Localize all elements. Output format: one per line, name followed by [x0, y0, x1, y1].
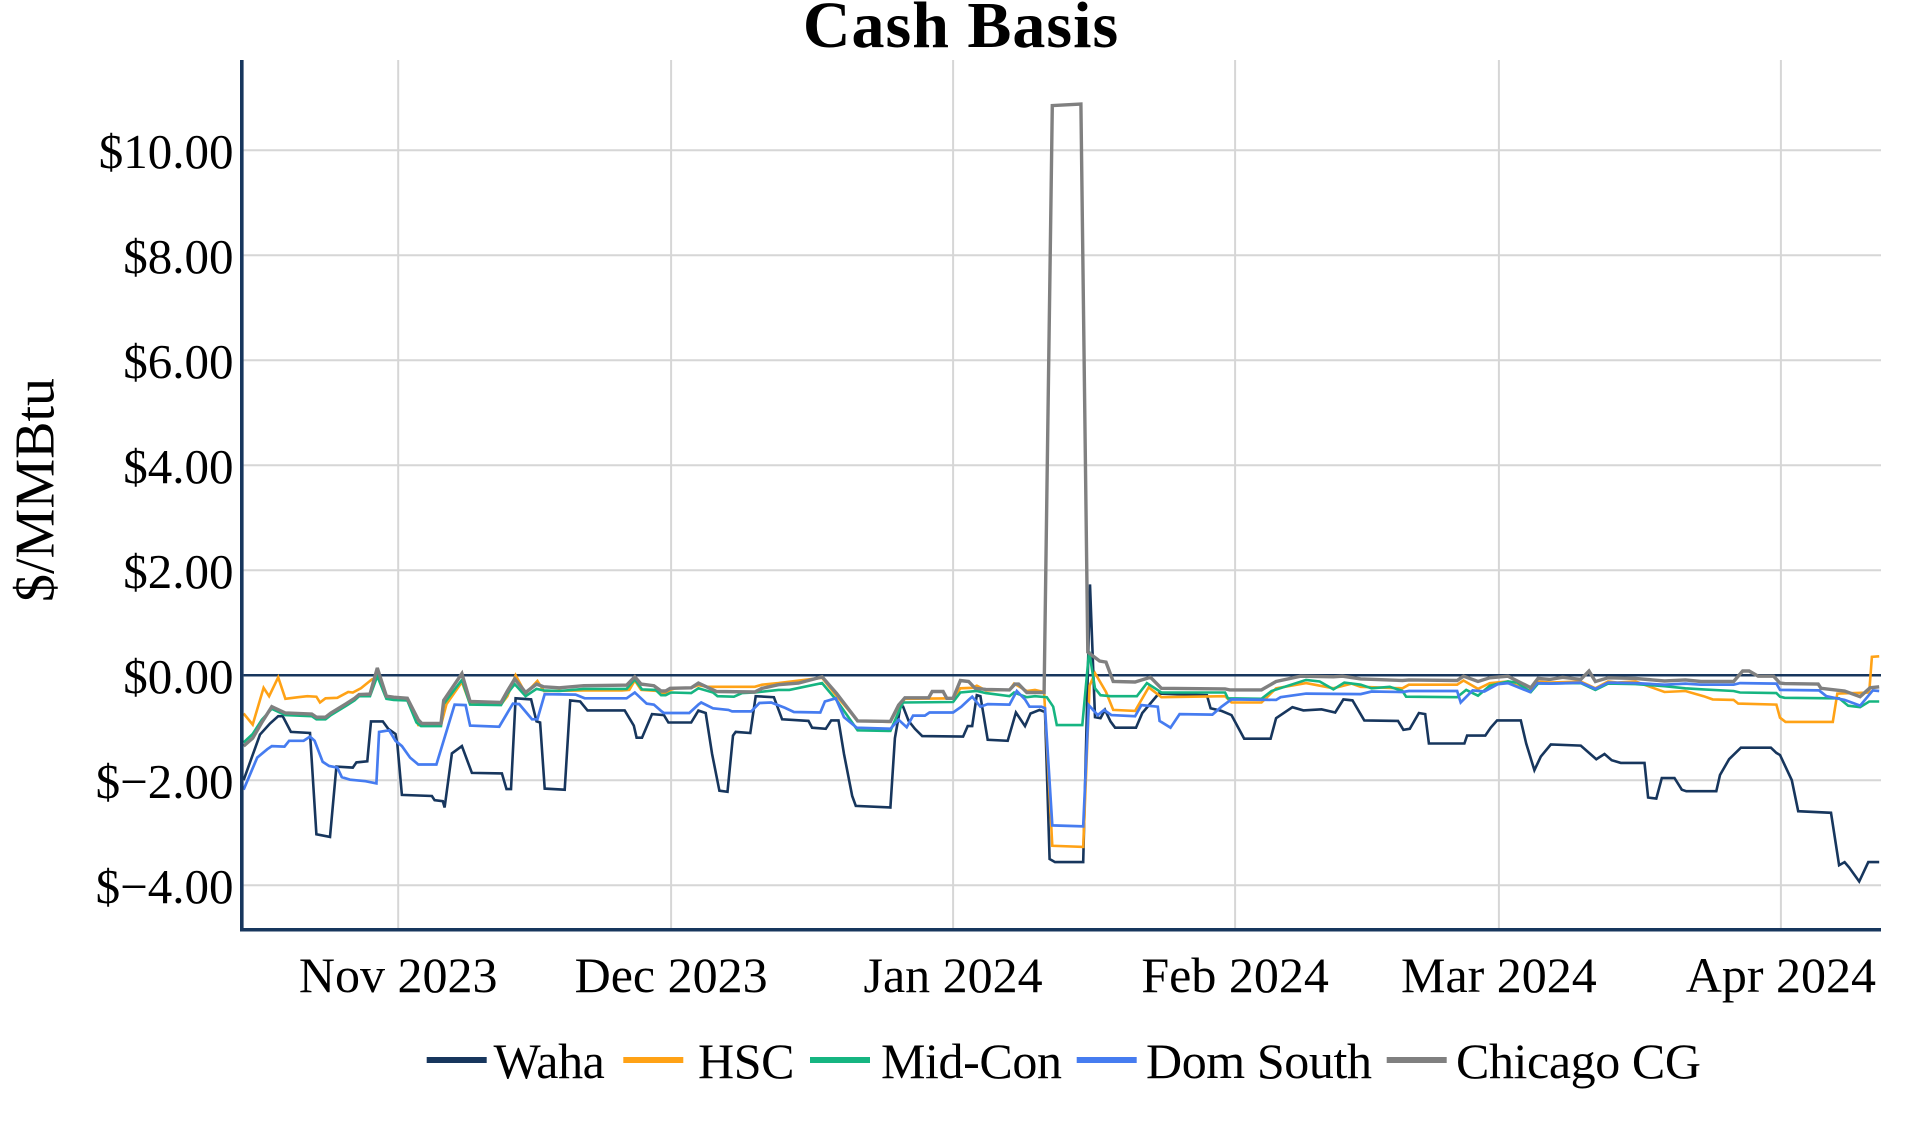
- svg-text:$2.00: $2.00: [123, 544, 233, 599]
- svg-text:$/MMBtu: $/MMBtu: [5, 378, 67, 602]
- svg-text:$8.00: $8.00: [123, 229, 233, 284]
- svg-text:$4.00: $4.00: [123, 439, 233, 494]
- svg-text:Waha: Waha: [494, 1033, 605, 1089]
- svg-text:Jan 2024: Jan 2024: [864, 947, 1043, 1003]
- svg-text:$0.00: $0.00: [123, 649, 233, 704]
- svg-text:Nov 2023: Nov 2023: [299, 947, 498, 1003]
- svg-text:Dec 2023: Dec 2023: [575, 947, 768, 1003]
- svg-text:$−2.00: $−2.00: [96, 754, 234, 809]
- svg-text:$10.00: $10.00: [99, 124, 234, 179]
- svg-text:$−4.00: $−4.00: [96, 859, 234, 914]
- svg-text:Feb 2024: Feb 2024: [1141, 947, 1329, 1003]
- svg-text:Dom South: Dom South: [1146, 1033, 1372, 1089]
- svg-text:Mid-Con: Mid-Con: [881, 1033, 1062, 1089]
- svg-text:$6.00: $6.00: [123, 334, 233, 389]
- svg-text:Mar 2024: Mar 2024: [1401, 947, 1597, 1003]
- svg-text:HSC: HSC: [698, 1033, 794, 1089]
- svg-text:Chicago CG: Chicago CG: [1456, 1033, 1701, 1089]
- svg-text:Apr 2024: Apr 2024: [1686, 947, 1876, 1003]
- svg-text:Cash Basis: Cash Basis: [803, 0, 1119, 62]
